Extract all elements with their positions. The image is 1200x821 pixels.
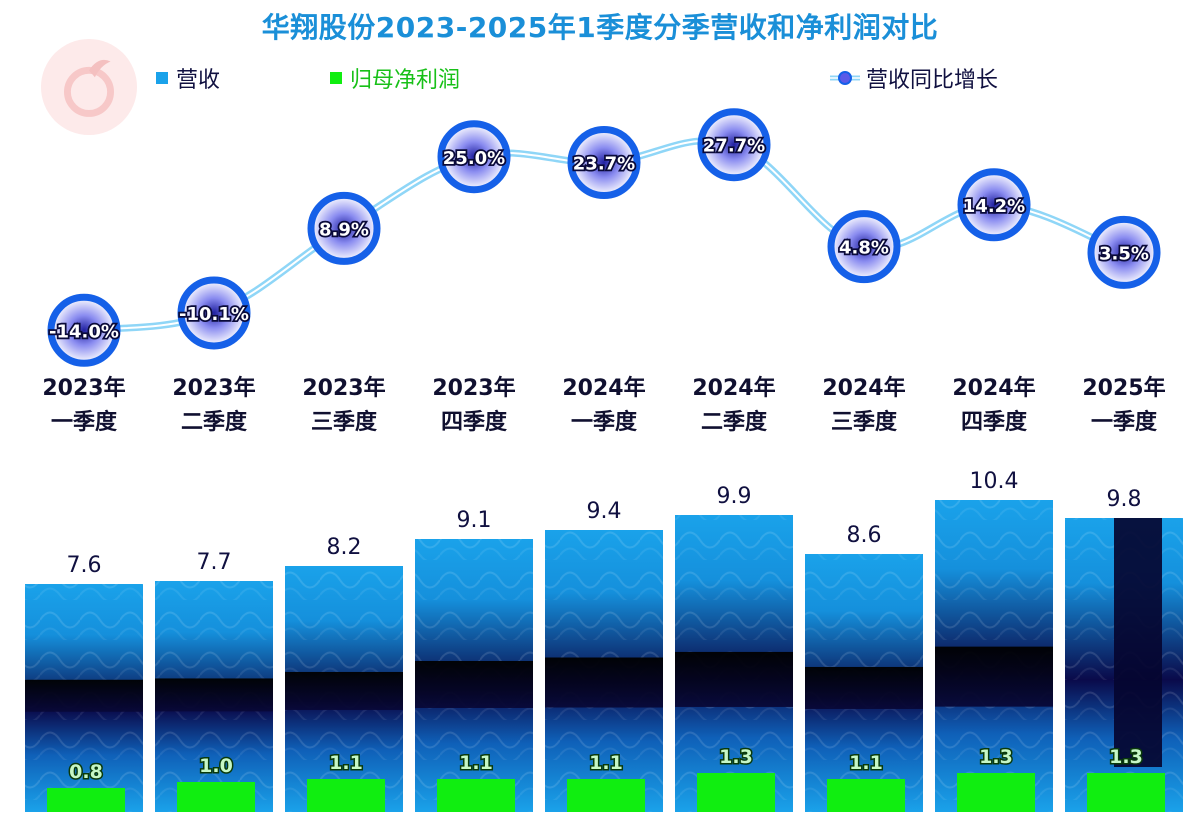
net-profit-bar [697,773,775,812]
revenue-bar [805,554,923,812]
net-profit-bar [957,773,1035,812]
yoy-line-layer: -14.0% -10.1% 8.9% 25.0% 23.7% 27.7% 4.8% 14.2%… [47,108,1161,367]
revenue-bar [1065,518,1183,812]
net-profit-bar [567,779,645,812]
x-tick-label: 2024年四季度 [934,372,1054,440]
x-tick-label-year: 2023年 [432,376,516,401]
revenue-value-label: 9.8 [1107,487,1142,512]
revenue-bar [935,500,1053,812]
revenue-bar [285,566,403,812]
yoy-marker [177,276,251,350]
x-tick-label-quarter: 三季度 [830,410,897,435]
yoy-marker [957,168,1031,242]
yoy-value-label: 8.9% [319,219,369,240]
x-tick-label-year: 2025年 [1082,376,1166,401]
net-profit-value-label: 1.1 [849,752,883,774]
net-profit-bar [47,788,125,812]
yoy-marker [1087,215,1161,289]
bars-layer: 7.6 0.8 7.7 1.0 8.2 1.1 9.1 1.1 9.4 1.1 9.9 1.3 8.6 1… [25,469,1183,812]
revenue-bar [415,539,533,812]
x-tick-label-year: 2024年 [822,376,906,401]
x-tick-label-quarter: 二季度 [180,410,247,435]
x-tick-label: 2024年一季度 [544,372,664,440]
x-tick-label-year: 2024年 [952,376,1036,401]
yoy-value-label: 23.7% [573,154,635,175]
yoy-marker [437,120,511,194]
revenue-bar [545,530,663,812]
net-profit-value-label: 1.3 [719,746,753,768]
yoy-marker [827,210,901,284]
x-tick-label: 2024年三季度 [804,372,924,440]
net-profit-bar [307,779,385,812]
x-tick-label-quarter: 一季度 [50,410,117,435]
x-tick-label-year: 2024年 [692,376,776,401]
x-tick-label: 2024年二季度 [674,372,794,440]
legend-net-profit: 归母净利润 [330,62,460,94]
x-tick-label-quarter: 二季度 [700,410,767,435]
x-tick-label-quarter: 一季度 [1090,410,1157,435]
net-profit-value-label: 0.8 [69,761,103,783]
watermark-logo-icon [40,38,138,136]
x-tick-label-year: 2023年 [172,376,256,401]
net-profit-value-label: 1.0 [199,755,233,777]
yoy-value-label: -14.0% [49,321,119,342]
yoy-value-label: 3.5% [1099,243,1149,264]
yoy-value-label: 27.7% [703,136,765,157]
legend-revenue-swatch [156,72,168,84]
net-profit-bar [827,779,905,812]
revenue-bar [155,581,273,812]
yoy-value-label: 4.8% [839,238,889,259]
x-tick-label-quarter: 四季度 [960,410,1027,435]
legend-yoy-line-icon [830,71,860,85]
revenue-value-label: 8.2 [327,535,362,560]
revenue-value-label: 8.6 [847,523,882,548]
net-profit-value-label: 1.1 [329,752,363,774]
x-tick-label: 2023年三季度 [284,372,404,440]
yoy-marker [47,293,121,367]
yoy-marker [697,108,771,182]
net-profit-bar [1087,773,1165,812]
revenue-value-label: 7.7 [197,550,232,575]
net-profit-value-label: 1.3 [979,746,1013,768]
legend-revenue-label: 营收 [176,68,221,93]
x-tick-label: 2023年一季度 [24,372,144,440]
revenue-value-label: 9.9 [717,484,752,509]
net-profit-value-label: 1.3 [1109,746,1143,768]
x-tick-label: 2023年二季度 [154,372,274,440]
x-tick-label-year: 2024年 [562,376,646,401]
chart-title: 华翔股份2023-2025年1季度分季营收和净利润对比 [261,11,939,44]
x-tick-label: 2025年一季度 [1064,372,1184,440]
x-tick-label-year: 2023年 [302,376,386,401]
x-tick-label-year: 2023年 [42,376,126,401]
net-profit-bar [177,782,255,812]
revenue-bar [25,584,143,812]
revenue-value-label: 10.4 [970,469,1019,494]
yoy-marker [567,126,641,200]
yoy-value-label: 25.0% [443,148,505,169]
yoy-marker [307,191,381,265]
legend-revenue: 营收 [156,62,220,94]
legend-net-profit-swatch [330,72,342,84]
net-profit-value-label: 1.1 [589,752,623,774]
x-tick-label-quarter: 三季度 [310,410,377,435]
net-profit-value-label: 1.1 [459,752,493,774]
net-profit-bar [437,779,515,812]
yoy-value-label: -10.1% [179,304,249,325]
revenue-value-label: 7.6 [67,553,102,578]
revenue-bar [675,515,793,812]
legend-yoy-label: 营收同比增长 [866,68,999,93]
legend-yoy: 营收同比增长 [830,62,998,94]
revenue-value-label: 9.1 [457,508,492,533]
legend-net-profit-label: 归母净利润 [350,68,461,93]
yoy-value-label: 14.2% [963,196,1025,217]
x-tick-label-quarter: 一季度 [570,410,637,435]
x-tick-label: 2023年四季度 [414,372,534,440]
x-tick-label-quarter: 四季度 [440,410,507,435]
revenue-value-label: 9.4 [587,499,622,524]
